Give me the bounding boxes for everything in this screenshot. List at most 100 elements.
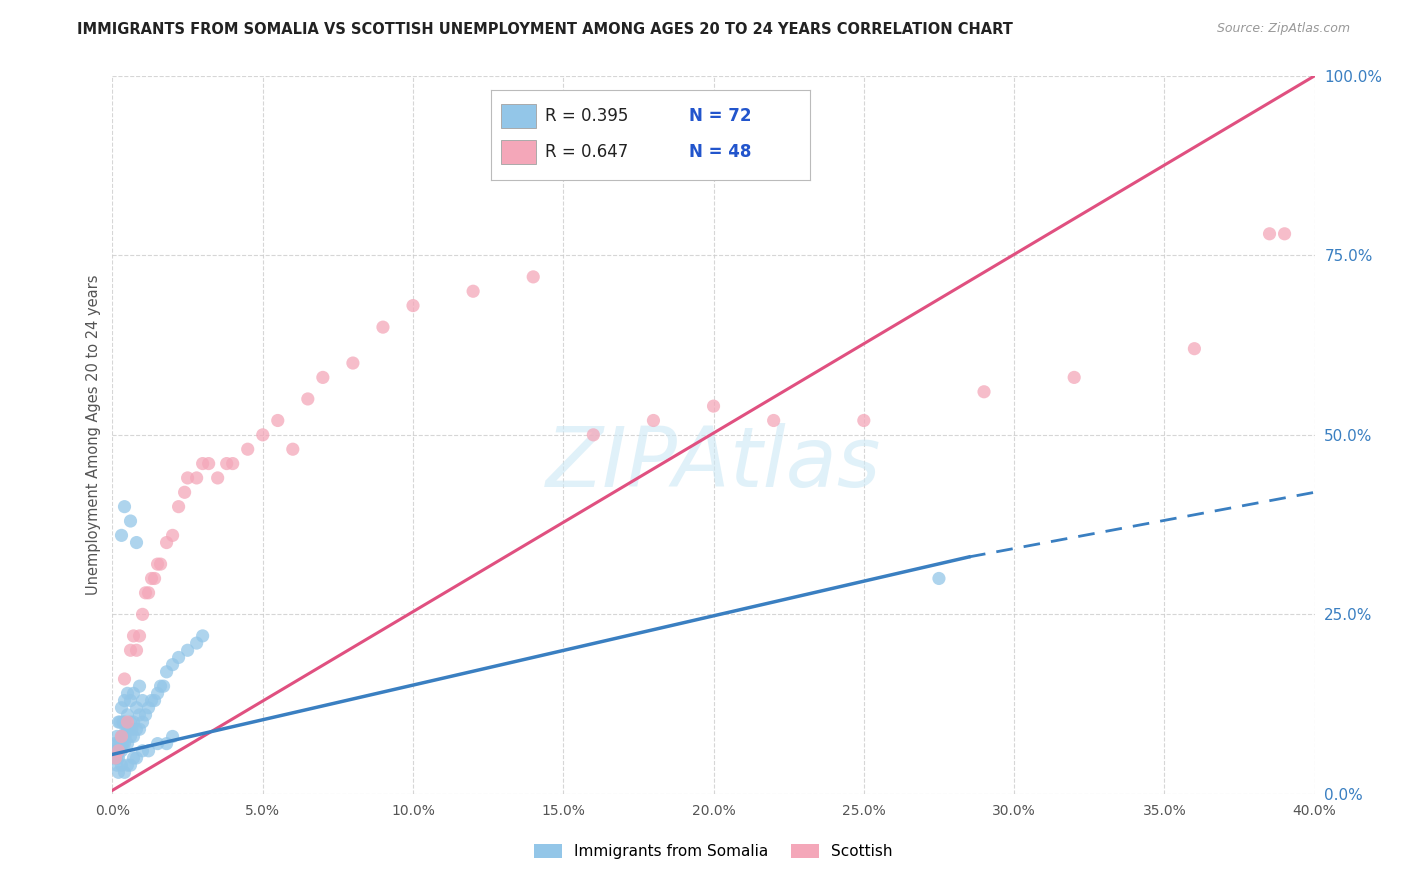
Point — [128, 629, 150, 643]
Point — [125, 700, 148, 714]
Point — [186, 636, 208, 650]
Point — [120, 514, 142, 528]
Point — [107, 737, 129, 751]
Point — [110, 758, 132, 772]
Point — [128, 723, 150, 737]
Point — [107, 715, 129, 730]
Legend: Immigrants from Somalia, Scottish: Immigrants from Somalia, Scottish — [529, 838, 898, 865]
Point — [114, 500, 136, 514]
Point — [104, 751, 127, 765]
Point — [146, 557, 169, 571]
Point — [128, 707, 150, 722]
Point — [117, 758, 139, 772]
Point — [155, 737, 177, 751]
Point — [762, 413, 785, 427]
Point — [122, 751, 145, 765]
Point — [131, 693, 153, 707]
Point — [128, 679, 150, 693]
Point — [108, 737, 131, 751]
Point — [110, 744, 132, 758]
Point — [104, 751, 127, 765]
Point — [176, 643, 198, 657]
Point — [143, 693, 166, 707]
Point — [167, 500, 190, 514]
Point — [173, 485, 195, 500]
Point — [155, 535, 177, 549]
Point — [1274, 227, 1296, 241]
Point — [152, 679, 174, 693]
Point — [222, 457, 245, 471]
Point — [122, 715, 145, 730]
Point — [125, 535, 148, 549]
Point — [122, 730, 145, 744]
Point — [105, 758, 128, 772]
Point — [312, 370, 335, 384]
Point — [342, 356, 364, 370]
Point — [107, 744, 129, 758]
Point — [215, 457, 238, 471]
Text: IMMIGRANTS FROM SOMALIA VS SCOTTISH UNEMPLOYMENT AMONG AGES 20 TO 24 YEARS CORRE: IMMIGRANTS FROM SOMALIA VS SCOTTISH UNEM… — [77, 22, 1014, 37]
Point — [107, 765, 129, 780]
Point — [120, 643, 142, 657]
Point — [252, 427, 274, 442]
Point — [1258, 227, 1281, 241]
Point — [973, 384, 995, 399]
Point — [138, 586, 160, 600]
Point — [104, 737, 127, 751]
Point — [582, 427, 605, 442]
Point — [131, 715, 153, 730]
Point — [146, 737, 169, 751]
Point — [135, 707, 157, 722]
Point — [162, 528, 184, 542]
Point — [928, 571, 950, 585]
Point — [120, 693, 142, 707]
Point — [522, 269, 544, 284]
Point — [120, 758, 142, 772]
Point — [297, 392, 319, 406]
Point — [371, 320, 394, 334]
Point — [141, 571, 163, 585]
Text: Source: ZipAtlas.com: Source: ZipAtlas.com — [1216, 22, 1350, 36]
Point — [852, 413, 875, 427]
Point — [118, 723, 141, 737]
Point — [207, 471, 229, 485]
Point — [281, 442, 304, 457]
Point — [105, 730, 128, 744]
Point — [125, 643, 148, 657]
Point — [114, 672, 136, 686]
Point — [114, 730, 136, 744]
Point — [236, 442, 259, 457]
Point — [167, 650, 190, 665]
Point — [121, 723, 143, 737]
Point — [108, 715, 131, 730]
Point — [122, 629, 145, 643]
Point — [197, 457, 219, 471]
Point — [104, 751, 127, 765]
Point — [110, 737, 132, 751]
Y-axis label: Unemployment Among Ages 20 to 24 years: Unemployment Among Ages 20 to 24 years — [86, 275, 101, 595]
Point — [1063, 370, 1085, 384]
Text: ZIPAtlas: ZIPAtlas — [546, 423, 882, 504]
Point — [131, 744, 153, 758]
Point — [114, 737, 136, 751]
Point — [120, 715, 142, 730]
Point — [107, 751, 129, 765]
Point — [117, 715, 139, 730]
Point — [162, 730, 184, 744]
Point — [176, 471, 198, 485]
Point — [149, 557, 172, 571]
Point — [114, 693, 136, 707]
Point — [135, 586, 157, 600]
Point — [643, 413, 665, 427]
Point — [155, 665, 177, 679]
Point — [117, 707, 139, 722]
Point — [117, 686, 139, 700]
Point — [125, 723, 148, 737]
Point — [117, 723, 139, 737]
Point — [141, 693, 163, 707]
Point — [111, 737, 134, 751]
Point — [114, 730, 136, 744]
Point — [267, 413, 290, 427]
Point — [143, 571, 166, 585]
Point — [1184, 342, 1206, 356]
